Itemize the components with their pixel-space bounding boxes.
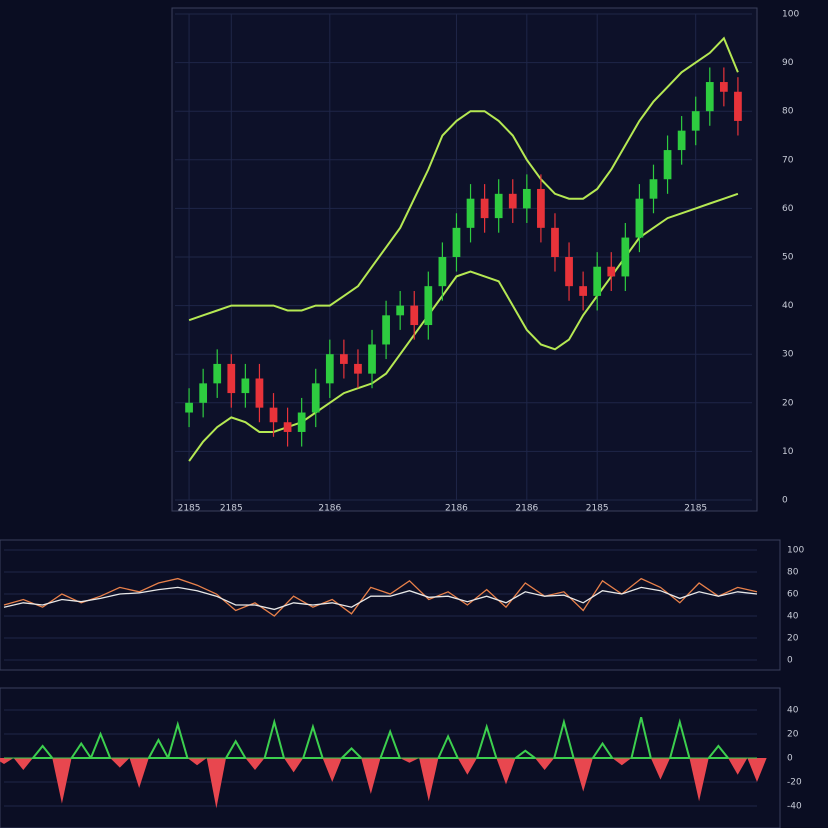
candle-body [719, 82, 728, 92]
negative-area [129, 758, 149, 788]
candle-body [354, 363, 362, 374]
negative-area [419, 758, 439, 802]
oscillator-line [3, 586, 758, 611]
y-tick-label: 80 [782, 107, 794, 117]
y-tick-label: 20 [787, 634, 799, 644]
candle-body [340, 354, 348, 364]
y-tick-label: 30 [782, 350, 794, 360]
candle-body [537, 188, 545, 228]
negative-area [13, 758, 33, 770]
y-tick-label: 0 [787, 754, 793, 764]
negative-area [206, 758, 227, 809]
negative-area [245, 758, 265, 770]
y-tick-label: 50 [782, 253, 794, 263]
y-tick-label: 40 [782, 301, 794, 311]
candle-body [734, 91, 742, 121]
y-tick-label: 60 [787, 590, 799, 600]
candle-body [480, 198, 489, 219]
negative-area [0, 758, 14, 764]
x-tick-label: 2185 [684, 504, 707, 514]
negative-area [322, 758, 342, 782]
candle-body [522, 188, 531, 209]
candle-body [677, 130, 686, 151]
negative-area [399, 758, 420, 763]
candle-body [551, 227, 559, 257]
y-tick-label: 20 [787, 730, 799, 740]
y-tick-label: 40 [787, 612, 799, 622]
y-tick-label: 70 [782, 155, 794, 165]
negative-area [747, 758, 767, 782]
y-tick-label: 80 [787, 568, 799, 578]
main-panel [171, 7, 758, 512]
y-tick-label: 40 [787, 706, 799, 716]
negative-area [650, 758, 671, 780]
negative-area [187, 758, 207, 766]
negative-area [52, 758, 72, 804]
y-tick-label: -20 [787, 778, 802, 788]
x-tick-label: 2186 [318, 504, 341, 514]
oscillator-line [3, 577, 758, 617]
x-tick-label: 2186 [515, 504, 538, 514]
candle-body [508, 193, 517, 209]
candle-body [452, 227, 461, 257]
candle-body [621, 237, 630, 277]
negative-area [361, 758, 381, 794]
band-line [188, 192, 739, 462]
candle-body [382, 315, 390, 345]
y-tick-label: 100 [787, 546, 804, 556]
candle-body [494, 193, 503, 219]
negative-area [457, 758, 478, 775]
negative-area [496, 758, 516, 785]
candle-body [635, 198, 644, 238]
negative-area [110, 758, 130, 768]
negative-area [728, 758, 748, 775]
candle-body [185, 402, 193, 413]
candle-body [663, 150, 672, 180]
candle-body [297, 412, 306, 432]
y-tick-label: 10 [782, 447, 794, 457]
candle-body [213, 363, 222, 384]
negative-area [612, 758, 632, 766]
y-tick-label: 60 [782, 204, 794, 214]
candle-body [705, 82, 714, 112]
negative-area [689, 758, 709, 802]
candle-body [396, 305, 405, 316]
candle-body [691, 111, 700, 131]
negative-area [573, 758, 593, 792]
candle-body [466, 198, 475, 228]
negative-area [283, 758, 304, 773]
candle-body [368, 344, 376, 374]
candle-body [565, 257, 573, 287]
y-tick-label: 20 [782, 398, 794, 408]
negative-area [534, 758, 555, 770]
candle-body [283, 422, 292, 432]
x-tick-label: 2185 [178, 504, 201, 514]
oscillator-panel [0, 539, 781, 671]
y-tick-label: -40 [787, 802, 802, 812]
candle-body [241, 378, 250, 394]
candle-body [593, 266, 602, 296]
candle-body [255, 378, 264, 408]
candle-body [269, 407, 278, 423]
y-tick-label: 0 [782, 496, 788, 506]
candle-body [607, 266, 616, 277]
y-tick-label: 100 [782, 10, 799, 20]
candle-body [311, 383, 320, 413]
x-tick-label: 2186 [445, 504, 468, 514]
candle-body [424, 286, 433, 326]
candle-body [410, 305, 419, 326]
x-tick-label: 2185 [220, 504, 243, 514]
candle-body [579, 286, 587, 296]
band-line [188, 36, 739, 322]
candle-body [649, 179, 658, 199]
y-tick-label: 90 [782, 58, 794, 68]
y-tick-label: 0 [787, 656, 793, 666]
candle-body [438, 257, 447, 287]
candle-body [325, 354, 334, 384]
candle-body [227, 363, 236, 394]
candle-body [199, 383, 208, 403]
x-tick-label: 2185 [586, 504, 609, 514]
